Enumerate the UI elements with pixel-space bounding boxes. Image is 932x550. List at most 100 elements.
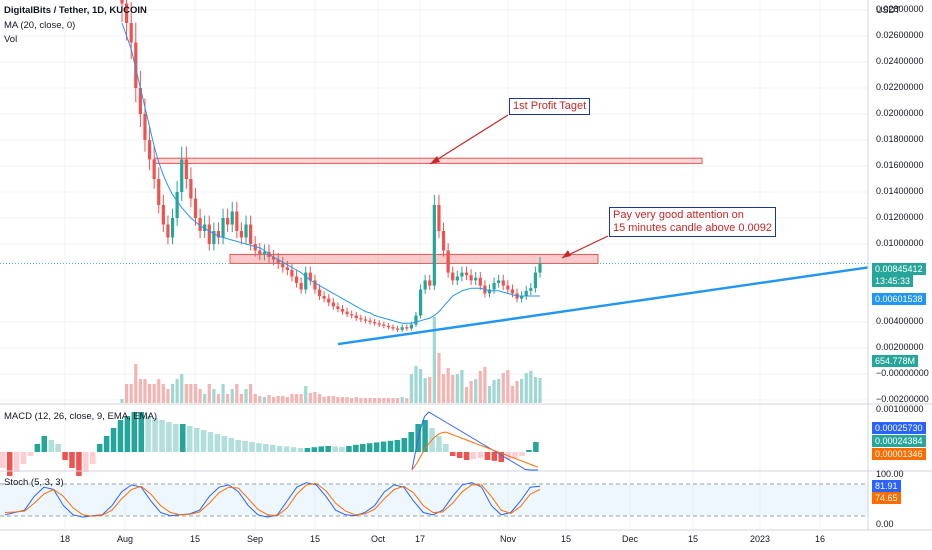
attention-note[interactable]: Pay very good attention on 15 minutes ca… bbox=[609, 207, 777, 237]
candle-body bbox=[129, 23, 133, 43]
volume-bar bbox=[368, 398, 372, 403]
macd-bar bbox=[366, 443, 373, 452]
volume-bar bbox=[506, 370, 510, 403]
macd-bar bbox=[318, 446, 324, 452]
macd-bar bbox=[103, 436, 110, 452]
volume-bar bbox=[299, 394, 303, 403]
price-tick: 0.01400000 bbox=[876, 186, 924, 196]
candle-body bbox=[157, 179, 161, 205]
macd-bar bbox=[311, 447, 318, 452]
stoch-axis-tick-bottom: 0.00 bbox=[876, 519, 894, 529]
profit-target-note[interactable]: 1st Profit Taget bbox=[509, 98, 591, 115]
volume-bar bbox=[377, 398, 381, 403]
volume-bar bbox=[418, 369, 423, 403]
volume-bar bbox=[382, 398, 386, 403]
candle-body bbox=[299, 283, 303, 290]
macd-bar bbox=[353, 444, 359, 452]
volume-bar bbox=[441, 374, 446, 403]
time-tick: 2023 bbox=[749, 534, 771, 544]
volume-bar bbox=[317, 394, 322, 403]
ma-legend[interactable]: MA (20, close, 0) bbox=[4, 20, 76, 31]
macd-bar bbox=[276, 446, 283, 452]
macd-bar bbox=[297, 448, 304, 452]
volume-bar bbox=[331, 396, 335, 403]
candle-body bbox=[239, 231, 244, 238]
volume-bar bbox=[221, 384, 225, 403]
volume-bar bbox=[184, 384, 188, 403]
candle-body bbox=[313, 280, 317, 290]
candle-body bbox=[331, 302, 335, 307]
candle-body bbox=[304, 272, 308, 290]
volume-bar bbox=[157, 379, 161, 403]
volume-bar bbox=[207, 384, 211, 403]
volume-bar bbox=[271, 397, 276, 403]
volume-bar bbox=[189, 384, 193, 403]
volume-bar bbox=[166, 389, 170, 403]
macd-bar bbox=[41, 436, 48, 452]
candle-body bbox=[262, 251, 267, 255]
candle-body bbox=[354, 315, 358, 319]
candle-body bbox=[180, 159, 184, 192]
candle-body bbox=[460, 272, 464, 277]
candle-body bbox=[529, 288, 533, 291]
candle-body bbox=[414, 315, 418, 325]
last-price-badge: 0.00845412 bbox=[872, 263, 926, 275]
macd-bar bbox=[387, 440, 394, 452]
volume-bar bbox=[235, 384, 239, 403]
candle-body bbox=[147, 140, 152, 160]
volume-bar bbox=[216, 394, 221, 403]
trend-line[interactable] bbox=[337, 266, 869, 346]
volume-bar bbox=[336, 397, 340, 403]
volume-bar bbox=[373, 398, 377, 403]
volume-bar bbox=[363, 398, 368, 403]
macd-bar bbox=[0, 452, 6, 468]
macd-bar bbox=[69, 452, 75, 468]
macd-bar bbox=[159, 420, 165, 452]
volume-bar bbox=[249, 384, 253, 403]
macd-legend[interactable]: MACD (12, 26, close, 9, EMA, EMA) bbox=[4, 411, 158, 422]
volume-bar bbox=[147, 384, 152, 403]
macd-badge-1: 0.00025730 bbox=[872, 422, 926, 434]
panel-borders bbox=[0, 0, 932, 531]
candle-body bbox=[276, 259, 280, 264]
stoch-legend[interactable]: Stoch (5, 3, 3) bbox=[4, 477, 64, 488]
candle-body bbox=[294, 276, 299, 283]
candle-body bbox=[221, 218, 225, 238]
volume-bar bbox=[510, 386, 515, 403]
volume-bar bbox=[180, 374, 184, 403]
time-tick: 15 bbox=[309, 534, 321, 544]
volume-bar bbox=[267, 395, 271, 403]
volume-legend[interactable]: Vol bbox=[4, 34, 18, 45]
candle-body bbox=[497, 280, 501, 283]
candle-body bbox=[382, 324, 386, 326]
price-tick: −0.00200000 bbox=[876, 394, 929, 404]
volume-bar bbox=[428, 377, 432, 403]
macd-bar bbox=[380, 441, 387, 452]
candle-body bbox=[428, 280, 432, 286]
candle-body bbox=[506, 285, 510, 290]
price-tick: 0.02400000 bbox=[876, 56, 924, 66]
candle-body bbox=[474, 277, 478, 281]
volume-bar bbox=[391, 398, 395, 403]
macd-bar bbox=[90, 452, 96, 464]
macd-bar bbox=[166, 422, 172, 452]
candle-body bbox=[281, 263, 285, 268]
candle-body bbox=[441, 231, 446, 251]
volume-bar bbox=[409, 374, 413, 403]
macd-bar bbox=[186, 426, 193, 452]
volume-bar bbox=[308, 393, 312, 403]
candle-body bbox=[432, 205, 436, 286]
candle-body bbox=[350, 314, 354, 316]
macd-bar bbox=[436, 436, 442, 452]
macd-bar bbox=[512, 452, 518, 458]
price-tick: 0.02200000 bbox=[876, 82, 924, 92]
time-tick: 15 bbox=[560, 534, 572, 544]
macd-bar bbox=[131, 412, 138, 452]
price-candles bbox=[120, 0, 542, 333]
volume-bar bbox=[474, 379, 478, 403]
time-tick: Nov bbox=[499, 534, 517, 544]
macd-bar bbox=[422, 420, 428, 452]
macd-badge-3: 0.00001346 bbox=[872, 448, 926, 460]
candle-body bbox=[510, 289, 515, 294]
